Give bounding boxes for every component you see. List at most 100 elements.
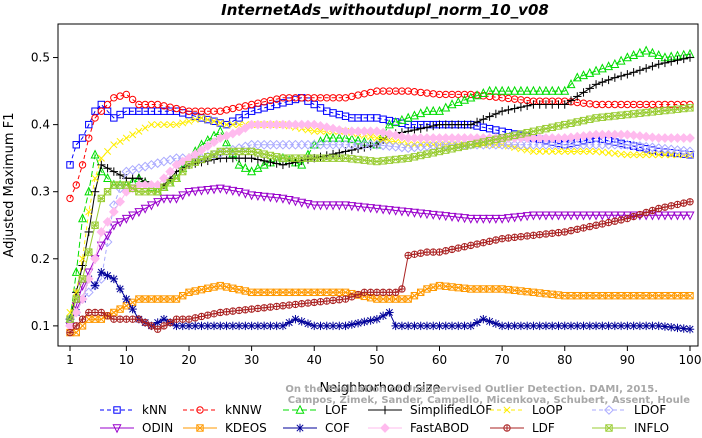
data-point [353, 318, 363, 328]
data-point [686, 104, 694, 112]
data-point [371, 139, 382, 150]
data-point [259, 321, 269, 331]
data-point [441, 102, 451, 112]
data-point [391, 206, 401, 216]
x-tick-label: 100 [679, 353, 702, 367]
data-point [591, 65, 601, 75]
data-point [403, 208, 413, 218]
data-point [447, 99, 457, 109]
data-point [579, 70, 589, 80]
data-point [635, 66, 645, 75]
data-point [660, 143, 670, 154]
data-point [284, 159, 294, 168]
y-tick-label: 0.3 [31, 185, 50, 199]
data-point [310, 100, 318, 109]
data-point [567, 119, 575, 127]
data-point [185, 315, 193, 323]
series-fastabod [65, 119, 695, 331]
credit-line-1: Campos, Zimek, Sander, Campello, Micenko… [288, 395, 690, 406]
data-point [297, 159, 307, 169]
data-point [636, 109, 644, 117]
data-point [202, 141, 213, 151]
data-point [647, 47, 657, 57]
data-point [128, 95, 137, 104]
data-point [453, 213, 463, 223]
data-point [247, 166, 257, 176]
data-point [110, 181, 118, 189]
data-point [422, 105, 432, 115]
data-point [409, 208, 419, 218]
data-point [586, 147, 594, 156]
data-point [78, 275, 87, 283]
data-point [466, 321, 476, 331]
data-point [379, 135, 387, 143]
data-point [309, 139, 319, 149]
data-point [485, 214, 495, 224]
data-point [223, 121, 231, 129]
data-point [347, 202, 357, 212]
data-point [647, 132, 658, 143]
data-point [222, 137, 232, 147]
data-point [373, 288, 381, 297]
data-point [410, 125, 419, 135]
data-point [447, 321, 457, 331]
data-point [279, 302, 287, 310]
data-point [667, 151, 675, 159]
data-point [548, 147, 556, 156]
data-point [617, 216, 625, 224]
data-point [104, 147, 112, 156]
data-point [604, 218, 613, 227]
data-point [397, 142, 407, 153]
data-point [72, 141, 80, 149]
data-point [372, 314, 382, 324]
data-point [179, 315, 187, 323]
data-point [591, 321, 601, 331]
data-point [547, 85, 557, 95]
data-point [241, 306, 250, 314]
data-point [316, 127, 325, 135]
data-point [247, 321, 256, 331]
data-point [548, 229, 556, 238]
data-point [103, 312, 112, 320]
data-point [347, 134, 357, 144]
data-point [566, 321, 576, 331]
data-point [110, 308, 118, 317]
data-point [634, 141, 645, 151]
data-point [467, 141, 475, 149]
data-point [579, 147, 588, 156]
data-point [642, 108, 650, 117]
data-point [366, 157, 375, 165]
data-point [391, 117, 401, 127]
data-point [266, 157, 275, 167]
data-point [410, 250, 419, 259]
data-point [366, 316, 375, 325]
series-line [69, 187, 690, 327]
data-point [572, 72, 582, 82]
data-point [297, 317, 306, 326]
data-point [679, 211, 689, 221]
data-point [109, 167, 119, 176]
data-point [403, 112, 413, 122]
data-point [622, 129, 633, 140]
data-point [379, 288, 387, 297]
data-point [222, 185, 232, 195]
data-point [416, 124, 425, 133]
data-point [673, 56, 682, 65]
data-point [272, 153, 281, 161]
data-point [573, 225, 581, 233]
data-point [78, 213, 88, 223]
data-point [409, 110, 419, 120]
data-point [554, 228, 563, 237]
data-point [510, 85, 520, 95]
data-point [335, 321, 344, 331]
data-point [592, 291, 600, 300]
data-point [115, 218, 125, 228]
data-point [685, 146, 695, 157]
legend-label: ODIN [142, 421, 173, 434]
data-point [417, 249, 425, 257]
data-point [529, 231, 538, 240]
data-point [560, 85, 570, 95]
data-point [103, 231, 113, 241]
data-point [460, 214, 470, 224]
data-point [72, 288, 80, 296]
